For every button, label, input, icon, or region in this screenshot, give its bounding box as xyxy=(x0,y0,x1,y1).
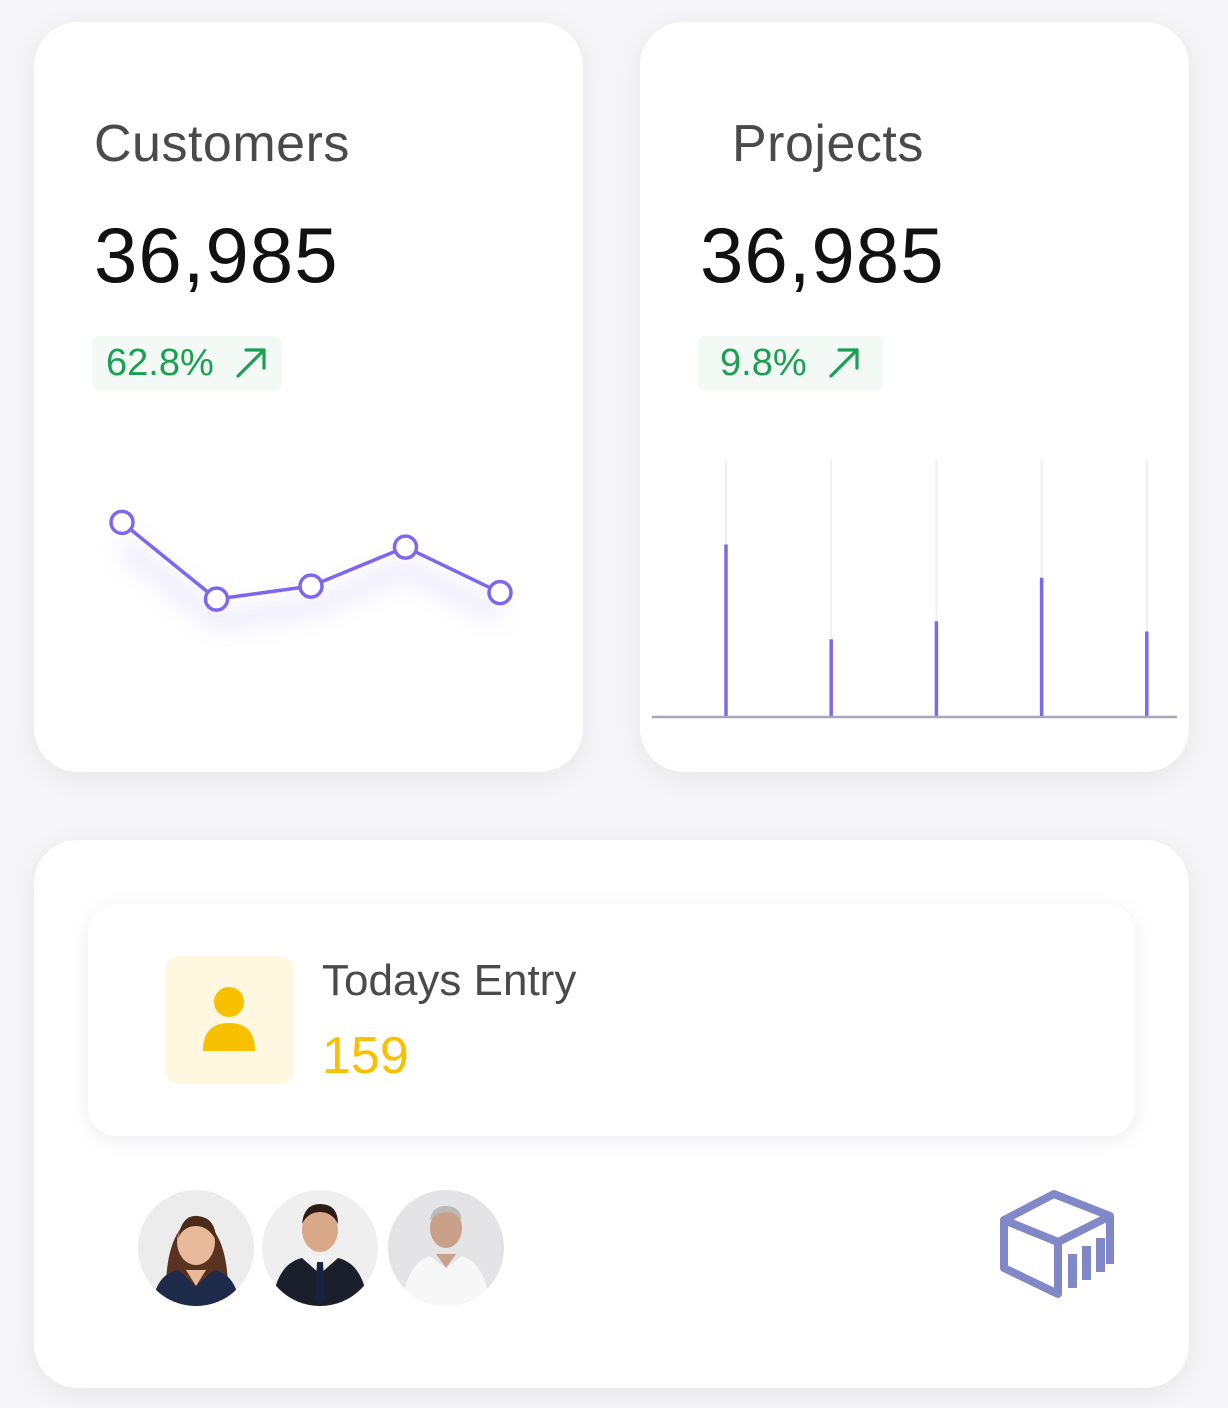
projects-value: 36,985 xyxy=(700,211,945,299)
sparkline-shadow xyxy=(117,538,504,629)
cube-logo-icon xyxy=(1000,1190,1114,1298)
sparkline-point-3 xyxy=(392,534,419,560)
customers-value: 36,985 xyxy=(94,211,339,299)
person-photo xyxy=(262,1190,378,1306)
entry-label: Todays Entry xyxy=(322,956,577,1005)
customers-label: Customers xyxy=(94,115,350,173)
arrow-up-right-icon xyxy=(236,348,266,378)
customers-card[interactable]: Customers 36,985 62.8% xyxy=(34,22,583,772)
person-photo xyxy=(138,1190,254,1306)
customers-sparkline xyxy=(109,509,513,629)
entry-panel: Todays Entry 159 xyxy=(34,840,1189,1388)
projects-trend-value: 9.8% xyxy=(720,341,807,384)
projects-trend-badge: 9.8% xyxy=(698,336,883,390)
avatar-older-man[interactable] xyxy=(384,1186,508,1310)
customers-trend-badge: 62.8% xyxy=(92,336,282,390)
user-icon xyxy=(203,987,255,1051)
projects-card[interactable]: Projects 36,985 9.8% xyxy=(640,22,1189,772)
projects-label: Projects xyxy=(732,115,924,173)
sparkline-point-0 xyxy=(109,509,135,536)
arrow-up-right-icon xyxy=(829,348,859,378)
entry-icon-box xyxy=(165,956,294,1084)
sparkline-point-1 xyxy=(203,586,230,612)
entry-value: 159 xyxy=(322,1027,409,1085)
avatar-man-suit[interactable] xyxy=(258,1186,382,1310)
projects-bar-chart xyxy=(652,460,1177,719)
customers-trend-value: 62.8% xyxy=(106,341,214,384)
avatar-woman[interactable] xyxy=(134,1186,258,1310)
sparkline-point-4 xyxy=(487,579,513,606)
sparkline-point-2 xyxy=(298,573,324,599)
todays-entry-card[interactable]: Todays Entry 159 xyxy=(88,904,1135,1136)
person-photo xyxy=(388,1190,504,1306)
